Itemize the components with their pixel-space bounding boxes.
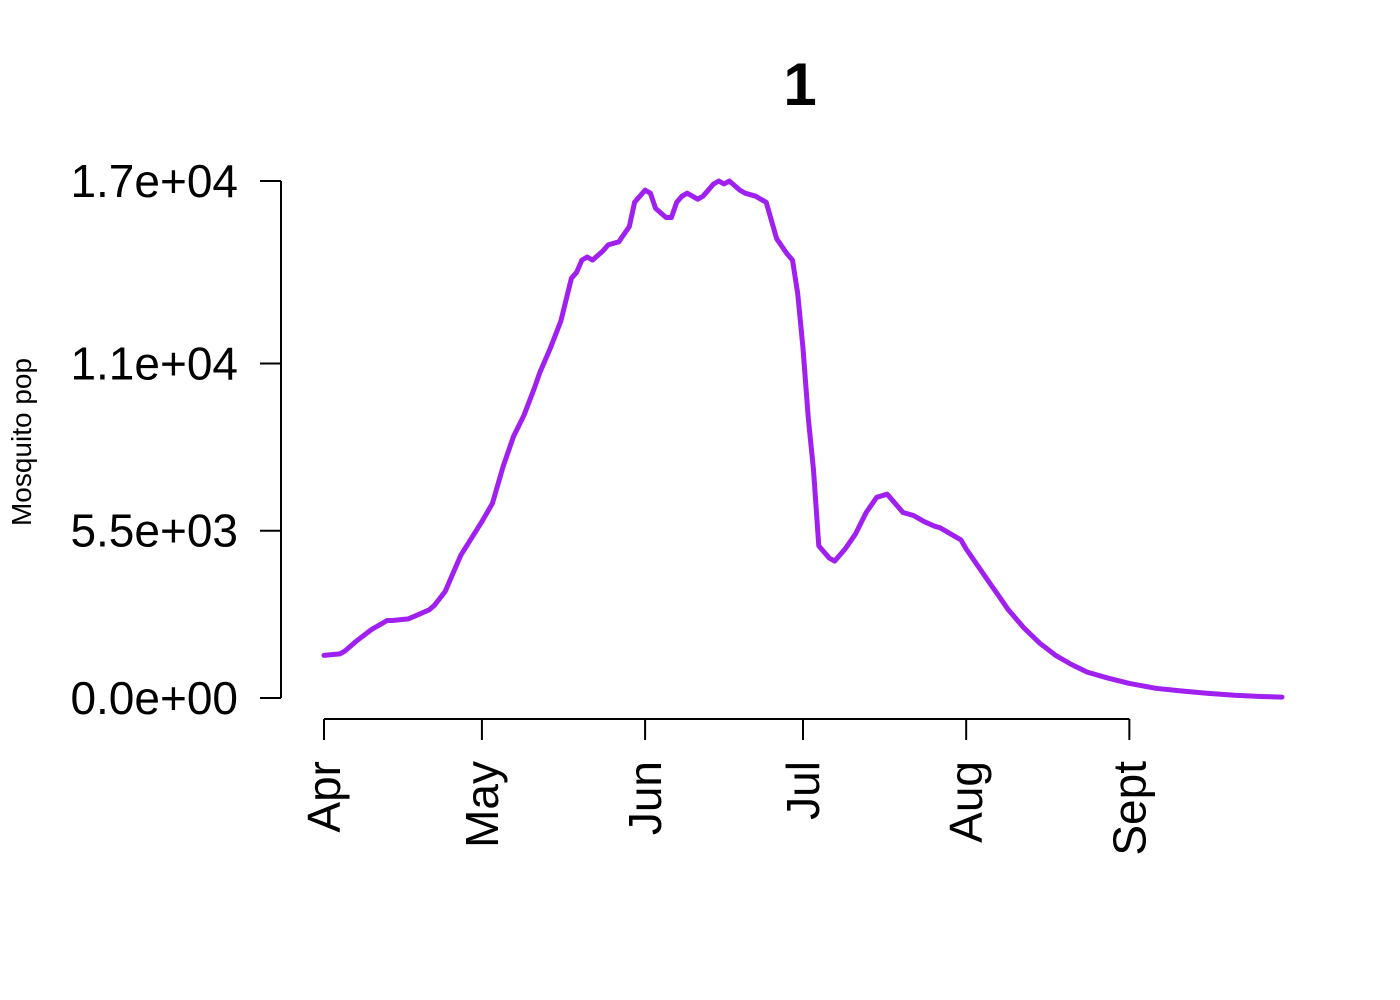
y-tick-label: 1.1e+04 [70,337,238,389]
x-tick-label: Aug [940,761,992,843]
x-axis: Apr May Jun Jul Aug Sept [298,718,1155,856]
x-tick-label: Jun [619,761,671,835]
y-tick-label: 0.0e+00 [70,672,238,724]
y-axis-label: Mosquito pop [6,358,37,526]
series-line [321,178,1285,700]
x-tick-label: Apr [298,761,350,833]
chart-title: 1 [783,51,816,118]
x-tick-label: Jul [777,761,829,820]
x-tick-label: May [456,761,508,848]
y-tick-label: 5.5e+03 [70,505,238,557]
x-tick-label: Sept [1103,761,1155,856]
y-axis: 0.0e+00 5.5e+03 1.1e+04 1.7e+04 [70,155,282,724]
y-tick-label: 1.7e+04 [70,155,238,207]
series-group [321,178,1285,700]
